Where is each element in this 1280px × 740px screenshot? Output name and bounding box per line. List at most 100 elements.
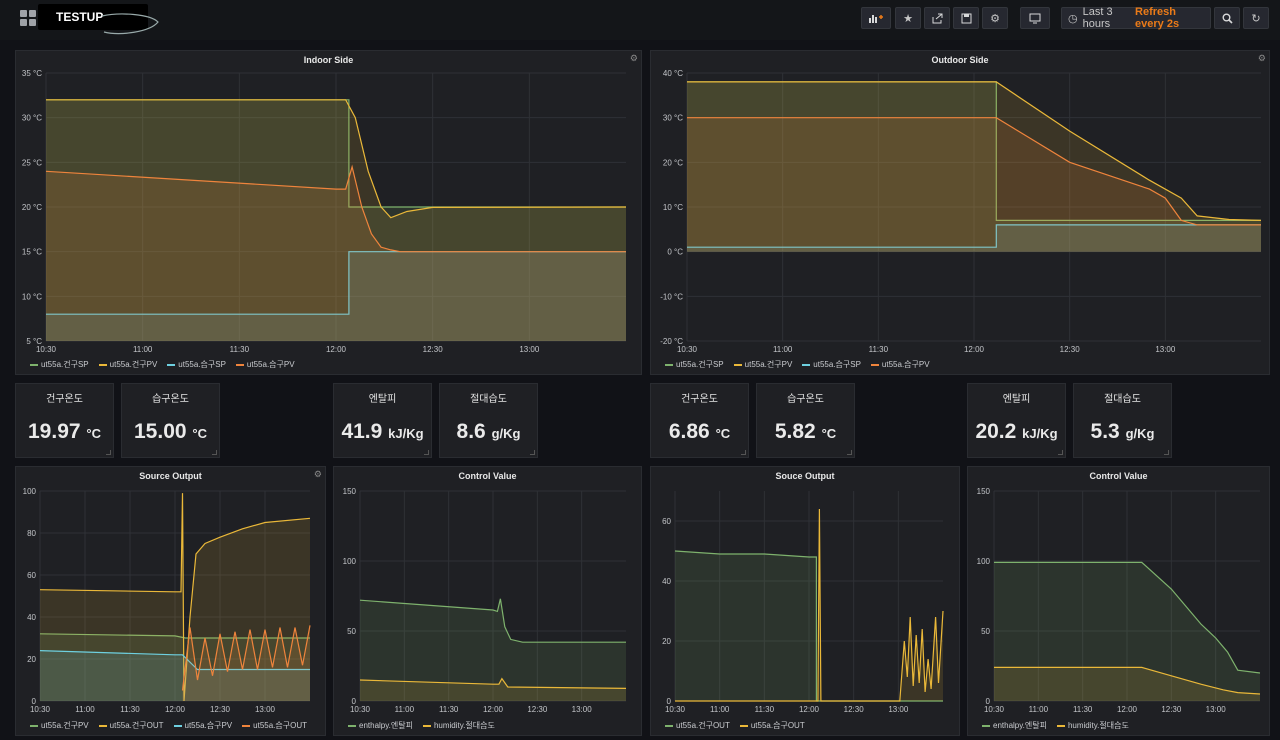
star-button[interactable]: ★	[895, 7, 921, 29]
panel-title[interactable]: Source Output	[139, 471, 202, 481]
stat-value: 5.3 g/Kg	[1090, 420, 1155, 443]
panel-control-value-outdoor[interactable]: Control Value 0 50 100 150 10:30 11:00 11:30 12…	[967, 466, 1270, 736]
panel-title[interactable]: Indoor Side	[303, 55, 354, 65]
save-button[interactable]	[953, 7, 979, 29]
stat-title: 습구온도	[787, 394, 824, 405]
stat-outdoor-wet-bulb[interactable]: 습구온도 5.82 °C	[756, 383, 855, 458]
x-tick-label: 11:00	[710, 705, 730, 714]
refresh-icon: ↻	[1251, 12, 1261, 25]
legend-item[interactable]: ut55a.건구SP	[665, 359, 724, 370]
panel-title[interactable]: Control Value	[1089, 471, 1148, 481]
series-line	[687, 81, 1262, 221]
settings-button[interactable]: ⚙	[982, 7, 1008, 29]
resize-handle[interactable]	[741, 450, 746, 455]
legend-item[interactable]: ut55a.습구PV	[870, 359, 930, 370]
legend-label: ut55a.습구OUT	[253, 721, 307, 730]
legend-swatch	[167, 363, 176, 366]
legend-item[interactable]: enthalpy.엔탈피	[348, 720, 413, 731]
panel-title[interactable]: Souce Output	[775, 471, 835, 481]
y-tick-label: 30 °C	[22, 114, 42, 123]
refresh-button[interactable]: ↻	[1243, 7, 1269, 29]
panel-menu-icon[interactable]: ⚙	[313, 469, 322, 479]
time-picker-button[interactable]: ◷ Last 3 hours Refresh every 2s	[1061, 6, 1211, 30]
resize-handle[interactable]	[424, 450, 429, 455]
indoor-side-chart[interactable]: 5 °C 10 °C 15 °C 20 °C 25 °C 30 °C 35 °C 10:30 1…	[16, 51, 643, 376]
legend-item[interactable]: ut55a.건구PV	[733, 359, 792, 370]
add-panel-button[interactable]	[861, 7, 891, 29]
legend-item[interactable]: ut55a.건구OUT	[98, 720, 164, 731]
y-tick-label: 40	[662, 577, 671, 586]
stat-indoor-wet-bulb[interactable]: 습구온도 15.00 °C	[121, 383, 220, 458]
zoom-out-button[interactable]	[1214, 7, 1240, 29]
legend-item[interactable]: ut55a.습구PV	[235, 359, 295, 370]
legend-item[interactable]: ut55a.습구SP	[167, 359, 226, 370]
stat-outdoor-absolute-humidity[interactable]: 절대습도 5.3 g/Kg	[1073, 383, 1172, 458]
outdoor-side-chart[interactable]: -20 °C -10 °C 0 °C 10 °C 20 °C 30 °C 40 °C 10:3…	[651, 51, 1271, 376]
stat-indoor-dry-bulb[interactable]: 건구온도 19.97 °C	[15, 383, 114, 458]
zoom-out-icon	[1222, 13, 1233, 24]
y-tick-label: 40	[27, 613, 36, 622]
panel-title[interactable]: Outdoor Side	[931, 55, 989, 65]
y-tick-label: 35 °C	[22, 69, 42, 78]
tv-mode-button[interactable]	[1020, 7, 1050, 29]
series-line	[45, 164, 626, 253]
resize-handle[interactable]	[1164, 450, 1169, 455]
series-area	[687, 81, 1261, 252]
resize-handle[interactable]	[530, 450, 535, 455]
source-output-chart[interactable]: 0 20 40 60 80 100 10:30 11:00 11:30 12:00 12:30 13:…	[16, 467, 327, 737]
legend-label: ut55a.건구PV	[109, 360, 158, 369]
stat-indoor-absolute-humidity[interactable]: 절대습도 8.6 g/Kg	[439, 383, 538, 458]
y-tick-label: 30 °C	[663, 114, 683, 123]
panel-control-value-indoor[interactable]: Control Value 0 50 100 150 10:30 11:00 11:30 12…	[333, 466, 642, 736]
panel-indoor-side[interactable]: Indoor Side ⚙ 5 °C 10 °C 15 °C 20 °C 25 °C 30…	[15, 50, 642, 375]
legend-item[interactable]: ut55a.습구SP	[802, 359, 861, 370]
legend-item[interactable]: ut55a.건구OUT	[665, 720, 730, 731]
stat-indoor-enthalpy[interactable]: 엔탈피 41.9 kJ/Kg	[333, 383, 432, 458]
add-panel-icon	[869, 15, 883, 23]
chart-legend: enthalpy.엔탈피 humidity.절대습도	[982, 720, 1129, 731]
panel-outdoor-side[interactable]: Outdoor Side ⚙ -20 °C -10 °C 0 °C 10 °C 20 °…	[650, 50, 1270, 375]
legend-item[interactable]: ut55a.건구SP	[30, 359, 89, 370]
legend-item[interactable]: humidity.절대습도	[1056, 720, 1129, 731]
stat-value: 41.9 kJ/Kg	[341, 420, 424, 443]
panel-menu-icon[interactable]: ⚙	[1257, 53, 1266, 63]
panel-source-output-indoor[interactable]: Source Output ⚙ 0 20 40 60 80 100 10:30 11:00 11…	[15, 466, 326, 736]
y-tick-label: 50	[347, 627, 356, 636]
x-tick-label: 12:30	[210, 705, 231, 714]
stat-outdoor-dry-bulb[interactable]: 건구온도 6.86 °C	[650, 383, 749, 458]
series-area	[46, 99, 626, 341]
resize-handle[interactable]	[106, 450, 111, 455]
souce-output-chart[interactable]: 0 20 40 60 10:30 11:00 11:30 12:00 12:30 13:00	[651, 467, 961, 737]
legend-item[interactable]: ut55a.습구OUT	[739, 720, 805, 731]
series-line	[359, 598, 626, 643]
series-area	[675, 551, 943, 701]
dashboard-grid-icon[interactable]	[20, 10, 36, 26]
control-value-chart[interactable]: 0 50 100 150 10:30 11:00 11:30 12:00 12:30 13:00	[968, 467, 1271, 737]
legend-item[interactable]: ut55a.건구PV	[98, 359, 158, 370]
resize-handle[interactable]	[212, 450, 217, 455]
dashboard-title[interactable]: TESTUP	[38, 4, 148, 30]
resize-handle[interactable]	[1058, 450, 1063, 455]
x-tick-label: 10:30	[30, 705, 51, 714]
series-line	[994, 561, 1261, 674]
legend-item[interactable]: enthalpy.엔탈피	[982, 720, 1047, 731]
chart-legend: ut55a.건구SP ut55a.건구PV ut55a.습구SP ut55a.습구PV	[665, 359, 930, 370]
share-button[interactable]	[924, 7, 950, 29]
x-tick-label: 12:30	[844, 705, 865, 714]
panel-title[interactable]: Control Value	[458, 471, 517, 481]
legend-item[interactable]: humidity.절대습도	[422, 720, 495, 731]
scribble-mark	[101, 13, 159, 35]
legend-item[interactable]: ut55a.습구PV	[173, 720, 232, 731]
x-tick-label: 12:00	[799, 705, 820, 714]
legend-label: humidity.절대습도	[433, 721, 495, 730]
legend-item[interactable]: ut55a.습구OUT	[242, 720, 307, 731]
panel-menu-icon[interactable]: ⚙	[629, 53, 638, 63]
x-tick-label: 11:00	[75, 705, 95, 714]
control-value-chart[interactable]: 0 50 100 150 10:30 11:00 11:30 12:00 12:30 13:00	[334, 467, 643, 737]
panel-souce-output-outdoor[interactable]: Souce Output 0 20 40 60 10:30 11:00 11:30 12:00…	[650, 466, 960, 736]
resize-handle[interactable]	[847, 450, 852, 455]
legend-item[interactable]: ut55a.건구PV	[30, 720, 89, 731]
stat-outdoor-enthalpy[interactable]: 엔탈피 20.2 kJ/Kg	[967, 383, 1066, 458]
legend-swatch	[30, 363, 38, 366]
series-area	[46, 99, 626, 341]
